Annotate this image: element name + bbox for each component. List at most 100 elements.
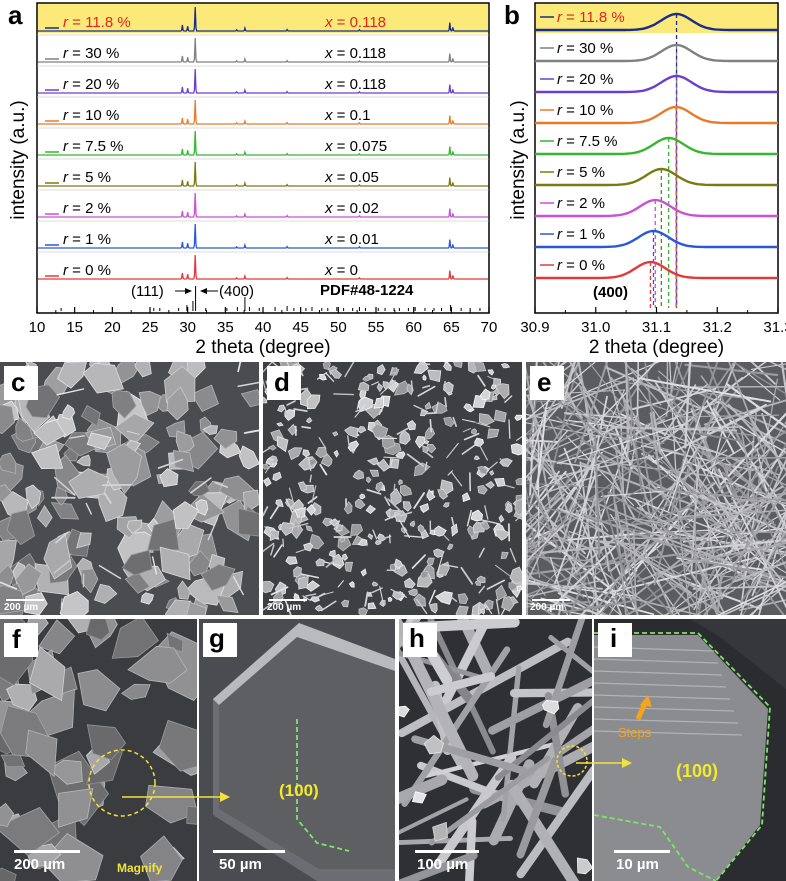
sem-platelet xyxy=(422,440,430,445)
sem-platelet xyxy=(471,428,478,435)
x-legend-label-a: x = 0.118 xyxy=(324,14,386,31)
sem-platelet xyxy=(515,477,522,486)
sem-rod xyxy=(309,474,312,483)
sem-rod xyxy=(269,505,280,520)
sem-platelet xyxy=(476,575,486,584)
sem-platelet xyxy=(287,447,303,461)
sem-rod xyxy=(305,593,317,597)
sem-platelet xyxy=(473,455,481,461)
sem-rod xyxy=(706,400,735,455)
sem-platelet xyxy=(28,646,66,702)
sem-platelet xyxy=(398,479,403,486)
sem-flakes-d xyxy=(263,362,522,615)
sem-platelet xyxy=(82,362,124,394)
sem-platelet xyxy=(315,558,325,567)
sem-platelet xyxy=(428,603,438,614)
sem-platelet xyxy=(36,504,53,528)
sem-rod xyxy=(558,416,636,458)
sem-platelet xyxy=(0,452,17,474)
sem-platelet xyxy=(501,596,515,612)
sem-rod xyxy=(437,555,443,573)
sem-platelet xyxy=(354,498,366,510)
r-legend-label-b: r = 11.8 % xyxy=(557,9,625,26)
sem-rod xyxy=(355,407,366,413)
xrd-trace-a xyxy=(37,130,489,156)
r-legend-label-b: r = 30 % xyxy=(557,40,613,57)
sem-rod xyxy=(478,585,486,594)
sem-rod xyxy=(735,561,786,582)
sem-platelet xyxy=(114,413,155,445)
sem-rod xyxy=(697,525,712,608)
sem-rod xyxy=(462,428,471,433)
sem-rod xyxy=(444,397,448,408)
x-tick-label-a: 45 xyxy=(292,319,309,336)
sem-rod xyxy=(446,442,459,459)
sem-platelet xyxy=(367,533,374,540)
sem-platelet xyxy=(0,754,26,768)
sem-platelet xyxy=(302,449,311,458)
sem-rod xyxy=(721,585,786,615)
sem-rod xyxy=(581,425,680,454)
sem-rod xyxy=(429,418,433,433)
sem-rod xyxy=(526,563,564,588)
xrd-trace-a xyxy=(37,68,489,94)
panel-label-d: d xyxy=(274,367,290,397)
sem-rod xyxy=(609,513,681,615)
sem-platelet xyxy=(479,388,491,400)
sem-rod xyxy=(600,489,672,497)
sem-rod xyxy=(53,476,76,496)
sem-platelet xyxy=(419,503,430,513)
sem-rod xyxy=(286,400,296,406)
sem-rod xyxy=(596,553,637,609)
sem-platelet xyxy=(366,457,380,466)
sem-rod xyxy=(568,567,591,615)
sem-platelet xyxy=(126,519,143,534)
sem-rod xyxy=(663,496,757,594)
sem-rod xyxy=(526,524,565,563)
sem-rod xyxy=(526,373,620,451)
sem-rod xyxy=(588,520,692,594)
sem-platelet xyxy=(272,471,282,482)
sem-platelet xyxy=(455,605,469,615)
sem-platelet xyxy=(452,362,463,369)
sem-rod xyxy=(692,585,786,590)
sem-platelet xyxy=(121,549,153,576)
sem-rod xyxy=(591,543,637,578)
sem-rod xyxy=(371,587,383,594)
sem-rod xyxy=(729,465,779,589)
sem-rod xyxy=(273,544,283,558)
sem-rod xyxy=(354,404,366,418)
sem-rod xyxy=(761,413,783,472)
sem-rod xyxy=(652,488,786,502)
sem-rod xyxy=(494,697,592,781)
r-legend-label-a: r = 30 % xyxy=(63,45,119,62)
sem-rod xyxy=(451,516,457,534)
sem-rod xyxy=(557,592,600,615)
sem-platelet xyxy=(414,435,425,449)
sem-rod xyxy=(516,435,522,441)
sem-rod xyxy=(484,505,489,520)
scale-bar-e xyxy=(532,599,570,601)
sem-platelet xyxy=(303,542,314,552)
sem-platelet xyxy=(237,508,259,537)
sem-rod xyxy=(638,377,772,403)
sem-platelet xyxy=(80,405,101,427)
sem-platelet xyxy=(443,381,454,394)
sem-rod xyxy=(53,559,71,574)
sem-rod xyxy=(739,539,769,615)
sem-platelet xyxy=(416,570,433,588)
sem-rod xyxy=(413,492,426,509)
sem-rod xyxy=(698,564,727,615)
scale-text-e: 200 µm xyxy=(530,602,565,613)
sem-rod xyxy=(55,531,69,544)
sem-rod xyxy=(719,412,786,486)
r-legend-label-a: r = 5 % xyxy=(63,169,111,186)
x-tick-label-a: 40 xyxy=(255,319,272,336)
sem-rod xyxy=(506,779,580,881)
sem-rod xyxy=(323,561,342,567)
sem-rod xyxy=(594,435,601,558)
sem-rod xyxy=(444,380,447,392)
sem-platelet xyxy=(399,484,413,497)
sem-rod xyxy=(417,385,436,397)
sem-platelet xyxy=(404,577,416,589)
